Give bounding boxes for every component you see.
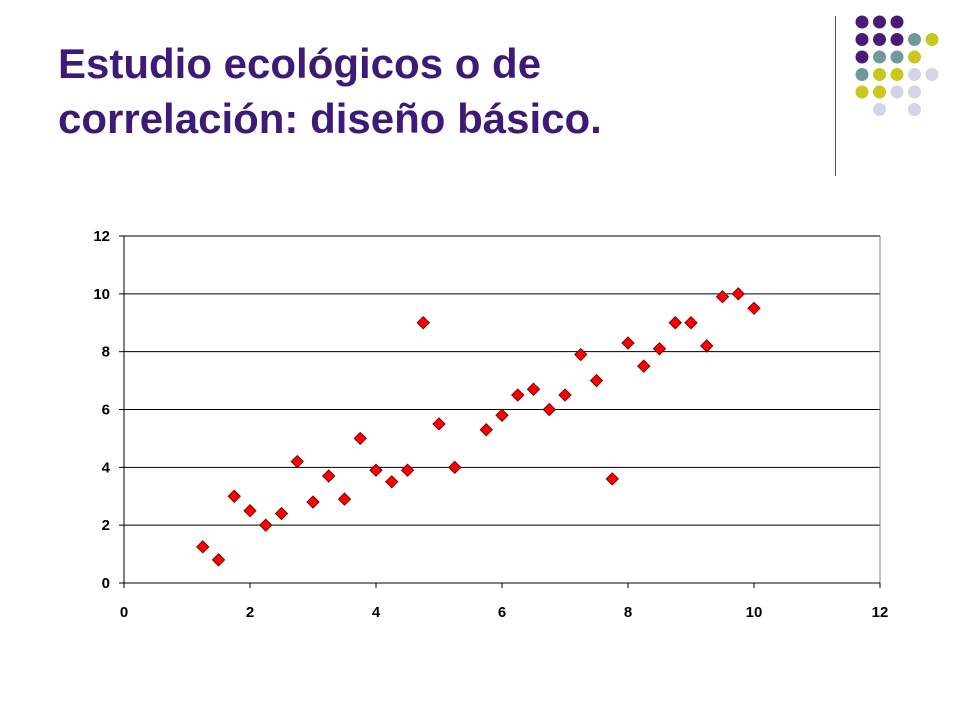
y-tick-label: 8 — [102, 344, 110, 361]
scatter-point — [652, 342, 667, 356]
scatter-point — [211, 553, 226, 567]
decorative-dot — [873, 68, 886, 81]
decorative-dot — [908, 68, 921, 81]
x-tick-label: 4 — [372, 604, 381, 621]
y-tick-label: 6 — [102, 402, 110, 419]
decorative-dot — [855, 15, 869, 29]
x-tick-label: 8 — [624, 604, 632, 621]
decorative-dot — [908, 50, 921, 64]
x-tick-label: 6 — [498, 604, 506, 621]
decorative-dot — [908, 85, 921, 99]
decorative-dot — [855, 85, 869, 99]
scatter-point — [637, 359, 651, 373]
slide-title-line-1: Estudio ecológicos o de — [58, 40, 542, 87]
slide-title: Estudio ecológicos o de correlación: dis… — [58, 36, 778, 146]
scatter-point — [385, 475, 399, 489]
scatter-point — [337, 492, 352, 506]
scatter-point — [621, 336, 635, 350]
y-tick-label: 4 — [102, 459, 111, 476]
decorative-dot — [873, 85, 886, 99]
scatter-point — [322, 469, 336, 483]
scatter-point — [668, 316, 682, 330]
scatter-point — [574, 347, 588, 362]
decorative-dot — [908, 33, 921, 46]
y-tick-label: 0 — [102, 575, 110, 592]
scatter-point — [259, 518, 273, 532]
decorative-dot — [925, 33, 939, 46]
scatter-point — [243, 504, 257, 518]
scatter-point — [416, 316, 430, 330]
decorative-dot — [925, 68, 939, 81]
x-tick-label: 10 — [746, 604, 763, 621]
decorative-dot — [855, 33, 869, 46]
decorative-dot — [908, 103, 921, 116]
y-tick-label: 10 — [93, 286, 110, 303]
decorative-dot — [873, 50, 886, 64]
scatter-point — [589, 373, 604, 388]
decorative-dot — [873, 103, 886, 116]
y-tick-label: 12 — [93, 228, 110, 245]
scatter-point — [290, 454, 304, 469]
decorative-dot — [855, 50, 869, 64]
scatter-point — [448, 460, 462, 475]
scatter-point — [306, 495, 320, 509]
slide-title-line-2: correlación: diseño básico. — [58, 95, 602, 142]
x-tick-label: 0 — [120, 604, 128, 621]
scatter-point — [747, 301, 761, 315]
scatter-point — [274, 506, 289, 521]
scatter-point — [227, 489, 241, 503]
scatter-point — [369, 463, 383, 477]
decorative-dot-grid — [855, 15, 939, 116]
decorative-dot — [890, 33, 904, 46]
scatter-point — [479, 423, 493, 437]
title-divider-line — [835, 16, 836, 176]
scatter-point — [511, 388, 525, 402]
y-tick-label: 2 — [102, 517, 110, 534]
scatter-point — [558, 388, 572, 402]
scatter-point — [715, 290, 730, 304]
scatter-point — [353, 431, 367, 446]
decorative-dot — [890, 85, 904, 99]
x-tick-label: 12 — [872, 604, 889, 621]
decorative-dot — [890, 68, 904, 81]
scatter-point — [432, 417, 446, 431]
scatter-point — [526, 382, 541, 396]
scatter-point — [495, 408, 509, 422]
scatter-point — [196, 540, 210, 554]
decorative-dot — [890, 15, 904, 29]
scatter-point — [400, 463, 415, 477]
scatter-point — [700, 339, 714, 353]
x-tick-label: 2 — [246, 604, 254, 621]
decorative-dot — [873, 15, 886, 29]
scatter-point — [684, 316, 698, 330]
decorative-dot — [890, 50, 904, 64]
decorative-dot — [873, 33, 886, 46]
scatter-point — [605, 472, 619, 486]
decorative-dot — [855, 68, 869, 81]
scatter-point — [542, 402, 556, 417]
scatter-point — [731, 287, 745, 301]
